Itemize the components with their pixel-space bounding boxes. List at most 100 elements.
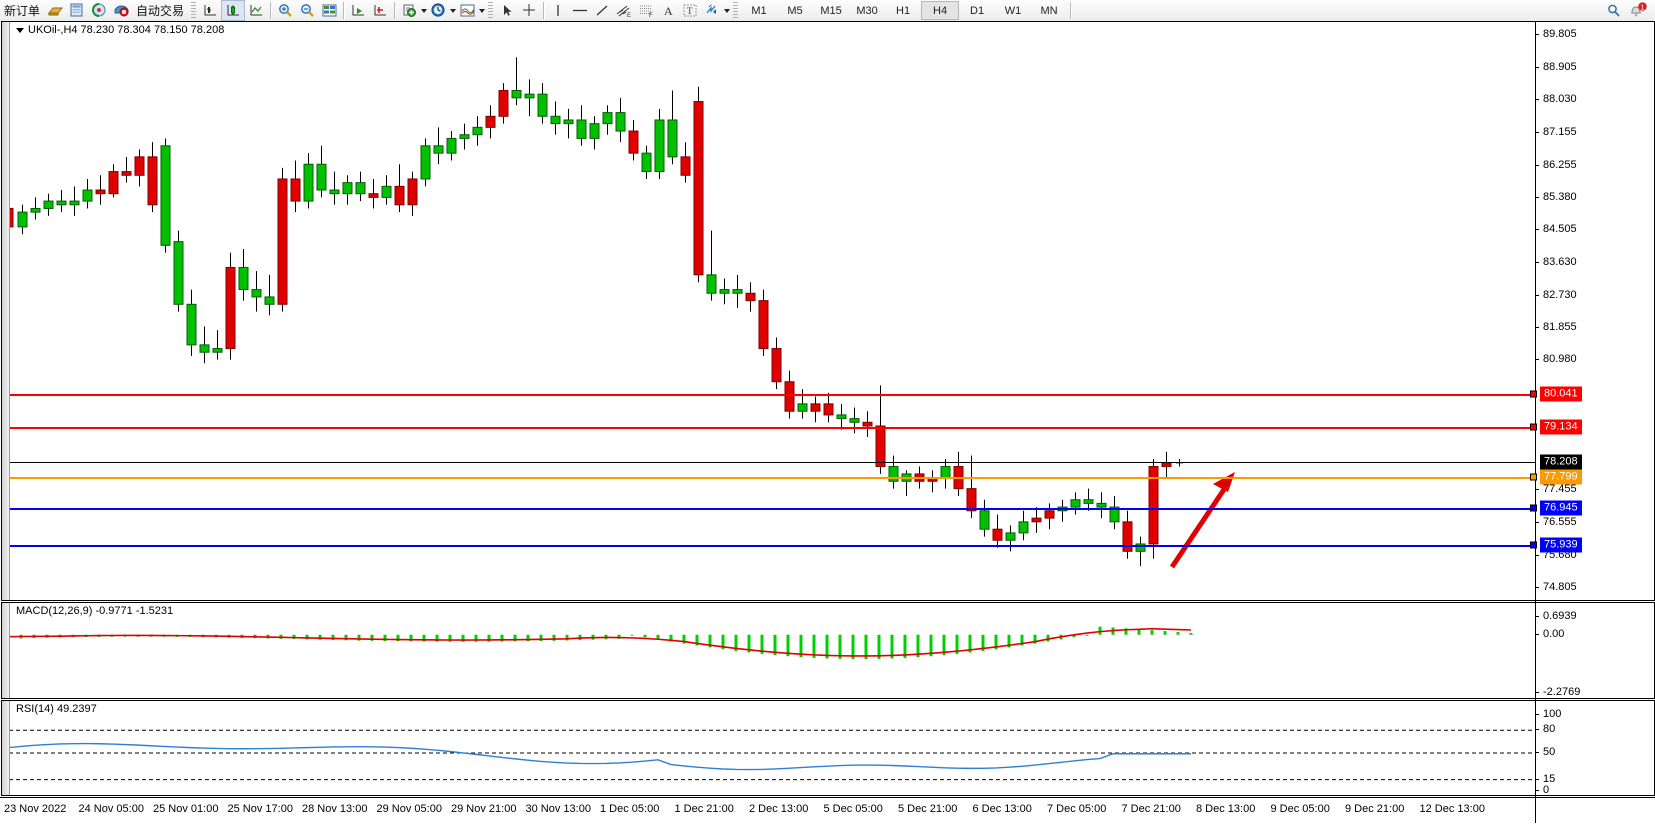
- timeframe-h1[interactable]: H1: [896, 4, 911, 17]
- toolbar-grip[interactable]: [733, 2, 739, 19]
- price-tick-label: 89.805: [1543, 28, 1577, 40]
- timeframe-m30[interactable]: M30: [856, 4, 878, 17]
- zoom-in-icon[interactable]: [274, 1, 296, 20]
- chevron-down-icon[interactable]: [724, 8, 731, 13]
- price-level-handle[interactable]: [1530, 390, 1537, 398]
- market-watch-icon[interactable]: [66, 1, 88, 20]
- price-level-badge[interactable]: 76.945: [1540, 500, 1582, 516]
- price-level-handle[interactable]: [1530, 504, 1537, 512]
- price-level-handle[interactable]: [1530, 541, 1537, 549]
- price-level-handle[interactable]: [1530, 473, 1537, 481]
- chart-area[interactable]: UKOil-,H4 78.230 78.304 78.150 78.208 MA…: [0, 21, 1655, 824]
- line-chart-icon[interactable]: [245, 1, 267, 20]
- search-icon[interactable]: [1603, 1, 1625, 20]
- gold-bar-icon[interactable]: [44, 1, 66, 20]
- price-level-line[interactable]: [7, 427, 1535, 430]
- time-axis-label: 29 Nov 21:00: [451, 803, 517, 815]
- price-level-line[interactable]: [7, 461, 1535, 463]
- main-toolbar: 新订单 自动交易: [0, 0, 1655, 22]
- cursor-icon[interactable]: [496, 1, 518, 20]
- price-level-badge[interactable]: 80.041: [1540, 386, 1582, 402]
- notifications-bell-icon[interactable]: 1: [1625, 1, 1651, 20]
- price-level-badge[interactable]: 79.134: [1540, 419, 1582, 435]
- time-axis-label: 8 Dec 13:00: [1196, 803, 1256, 815]
- price-level-badge[interactable]: 77.799: [1540, 469, 1582, 485]
- equidistant-channel-icon[interactable]: E: [613, 1, 635, 20]
- toolbar-grip[interactable]: [191, 2, 197, 19]
- price-tick: [1535, 261, 1539, 263]
- chart-shift-icon[interactable]: [347, 1, 369, 20]
- rsi-tick-label: 0: [1543, 784, 1550, 796]
- rsi-tick: [1535, 714, 1539, 715]
- timeframe-mn[interactable]: MN: [1040, 4, 1058, 17]
- trend-arrow-annotation: [1169, 472, 1235, 569]
- templates-icon[interactable]: [456, 1, 478, 20]
- timeframe-m15[interactable]: M15: [820, 4, 842, 17]
- expert-advisor-icon[interactable]: [110, 1, 132, 20]
- timeframe-h4[interactable]: H4: [921, 1, 960, 20]
- time-axis[interactable]: 23 Nov 2022 24 Nov 05:00 25 Nov 01:00 25 No…: [0, 797, 1655, 824]
- timeframe-m5[interactable]: M5: [787, 4, 803, 17]
- period-clock-icon[interactable]: [427, 1, 449, 20]
- vertical-line-icon[interactable]: [547, 1, 569, 20]
- price-tick-label: 80.980: [1543, 353, 1577, 366]
- rsi-tick: [1535, 752, 1539, 753]
- timeframe-w1[interactable]: W1: [1004, 4, 1022, 17]
- price-panel[interactable]: UKOil-,H4 78.230 78.304 78.150 78.208: [1, 21, 1655, 601]
- rsi-tick: [1535, 778, 1539, 780]
- text-label-icon[interactable]: T: [679, 1, 701, 20]
- timeframe-m1[interactable]: M1: [751, 4, 767, 17]
- fibonacci-icon[interactable]: F: [635, 1, 657, 20]
- price-tick-label: 87.155: [1543, 125, 1577, 138]
- data-window-icon[interactable]: [318, 1, 340, 20]
- navigator-icon[interactable]: [88, 1, 110, 20]
- macd-tick-label: -2.2769: [1543, 686, 1581, 698]
- text-icon[interactable]: A: [657, 1, 679, 20]
- autotrade-button[interactable]: 自动交易: [136, 4, 185, 18]
- arrows-icon[interactable]: [701, 1, 723, 20]
- price-level-line[interactable]: [7, 508, 1535, 511]
- price-level-line[interactable]: [7, 393, 1535, 396]
- price-tick: [1535, 164, 1539, 166]
- candlestick-chart-icon[interactable]: [221, 0, 246, 21]
- time-axis-label: 6 Dec 13:00: [972, 803, 1032, 815]
- macd-tick: [1535, 633, 1539, 635]
- price-tick-label: 82.730: [1543, 288, 1577, 301]
- price-scale[interactable]: 89.805 88.905 88.030 87.155 86.255 85.380 84.5…: [1530, 21, 1655, 823]
- time-axis-label: 5 Dec 21:00: [898, 803, 958, 815]
- time-axis-label: 2 Dec 13:00: [749, 803, 809, 815]
- price-tick-label: 84.505: [1543, 223, 1577, 236]
- price-level-badge[interactable]: 75.939: [1540, 537, 1582, 553]
- time-axis-label: 7 Dec 05:00: [1047, 803, 1107, 815]
- price-level-handle[interactable]: [1530, 423, 1537, 431]
- zoom-out-icon[interactable]: [296, 1, 318, 20]
- macd-label: MACD(12,26,9) -0.9771 -1.5231: [14, 605, 176, 617]
- price-tick: [1535, 489, 1539, 491]
- price-level-badge[interactable]: 78.208: [1540, 454, 1582, 470]
- price-level-line[interactable]: [7, 545, 1535, 548]
- macd-panel[interactable]: MACD(12,26,9) -0.9771 -1.5231: [1, 602, 1655, 699]
- chevron-down-icon[interactable]: [421, 8, 428, 13]
- bar-chart-icon[interactable]: [199, 1, 221, 20]
- panel-left-scrollbar[interactable]: [2, 22, 10, 600]
- toolbar-separator: [270, 2, 272, 19]
- panel-left-scrollbar[interactable]: [2, 603, 10, 698]
- price-tick-label: 77.455: [1543, 483, 1577, 496]
- auto-scroll-icon[interactable]: [369, 1, 391, 20]
- time-axis-label: 24 Nov 05:00: [78, 803, 144, 815]
- add-indicator-icon[interactable]: [398, 1, 420, 20]
- new-order-button[interactable]: 新订单: [4, 4, 41, 18]
- chevron-down-icon[interactable]: [450, 8, 457, 13]
- chevron-down-icon[interactable]: [16, 27, 24, 33]
- crosshair-icon[interactable]: [518, 1, 540, 20]
- horizontal-line-icon[interactable]: [569, 1, 591, 20]
- price-tick: [1535, 197, 1539, 199]
- chevron-down-icon[interactable]: [479, 8, 486, 13]
- timeframe-d1[interactable]: D1: [970, 4, 985, 17]
- panel-left-scrollbar[interactable]: [2, 701, 10, 795]
- trendline-icon[interactable]: [591, 1, 613, 20]
- toolbar-grip[interactable]: [488, 2, 494, 19]
- rsi-panel[interactable]: RSI(14) 49.2397: [1, 700, 1655, 796]
- toolbar-separator: [543, 2, 545, 19]
- price-level-line[interactable]: [7, 476, 1535, 479]
